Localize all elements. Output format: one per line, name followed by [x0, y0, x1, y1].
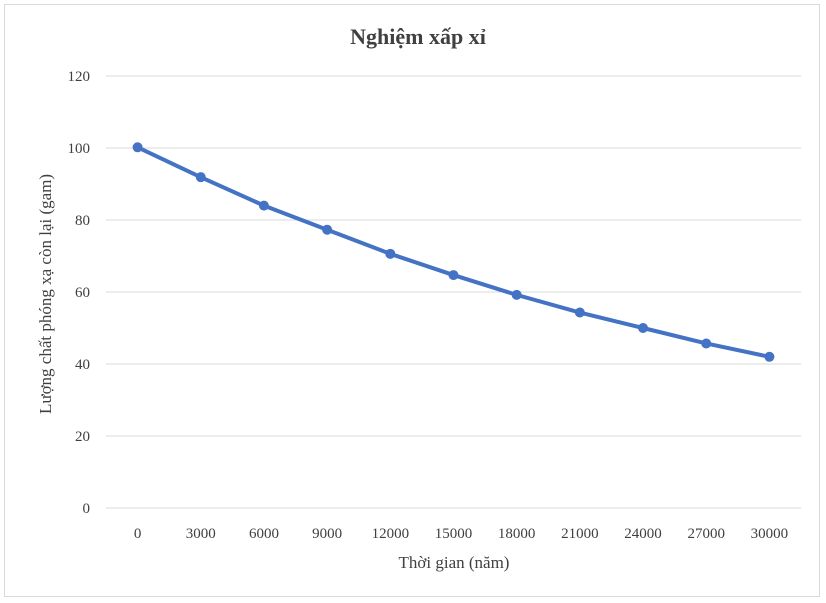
y-tick-label: 20 — [75, 429, 90, 445]
data-point — [701, 338, 712, 349]
data-point — [322, 224, 333, 235]
data-point — [574, 307, 585, 318]
series — [132, 142, 775, 362]
x-tick-label: 6000 — [249, 526, 279, 542]
chart-title: Nghiệm xấp xỉ — [350, 24, 486, 49]
y-tick-label: 80 — [75, 213, 90, 229]
x-tick-label: 15000 — [435, 526, 473, 542]
x-tick-label: 30000 — [751, 526, 789, 542]
x-tick-label: 18000 — [498, 526, 536, 542]
y-axis-label: Lượng chất phóng xạ còn lại (gam) — [36, 174, 55, 414]
chart-frame — [4, 4, 820, 597]
x-axis-label: Thời gian (năm) — [399, 553, 510, 572]
x-tick-label: 3000 — [186, 526, 216, 542]
data-point — [511, 289, 522, 300]
y-axis-ticks: 0 20 40 60 80 100 120 — [68, 69, 91, 517]
x-tick-label: 27000 — [687, 526, 725, 542]
y-tick-label: 40 — [75, 357, 90, 373]
y-tick-label: 60 — [75, 285, 90, 301]
data-point — [132, 142, 143, 153]
x-tick-label: 12000 — [372, 526, 410, 542]
gridlines — [106, 75, 801, 509]
data-point — [448, 270, 459, 281]
y-tick-label: 120 — [68, 69, 91, 85]
x-tick-label: 9000 — [312, 526, 342, 542]
series-line — [135, 145, 772, 359]
x-tick-label: 24000 — [624, 526, 662, 542]
data-point — [195, 172, 206, 183]
x-tick-label: 0 — [134, 526, 142, 542]
y-tick-label: 100 — [68, 141, 91, 157]
y-tick-label: 0 — [83, 501, 91, 517]
x-axis-ticks: 0 3000 6000 9000 12000 15000 18000 21000 24000 27… — [134, 526, 788, 542]
data-point — [638, 323, 649, 333]
x-tick-label: 21000 — [561, 526, 599, 542]
data-point — [764, 351, 775, 362]
data-point — [385, 248, 396, 259]
data-point — [258, 200, 269, 211]
